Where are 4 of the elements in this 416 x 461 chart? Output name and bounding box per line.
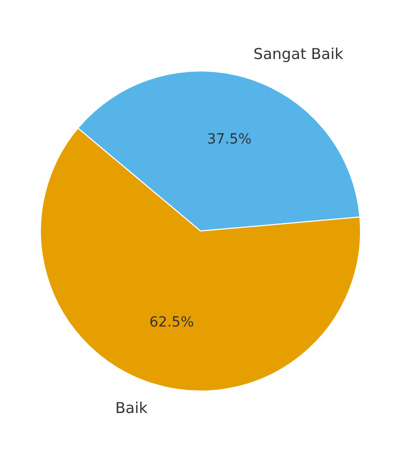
slice-label: Baik (115, 398, 148, 417)
data-label: 62.5% (149, 314, 194, 331)
data-label: 37.5% (207, 131, 252, 148)
slice-label: Sangat Baik (253, 45, 344, 64)
